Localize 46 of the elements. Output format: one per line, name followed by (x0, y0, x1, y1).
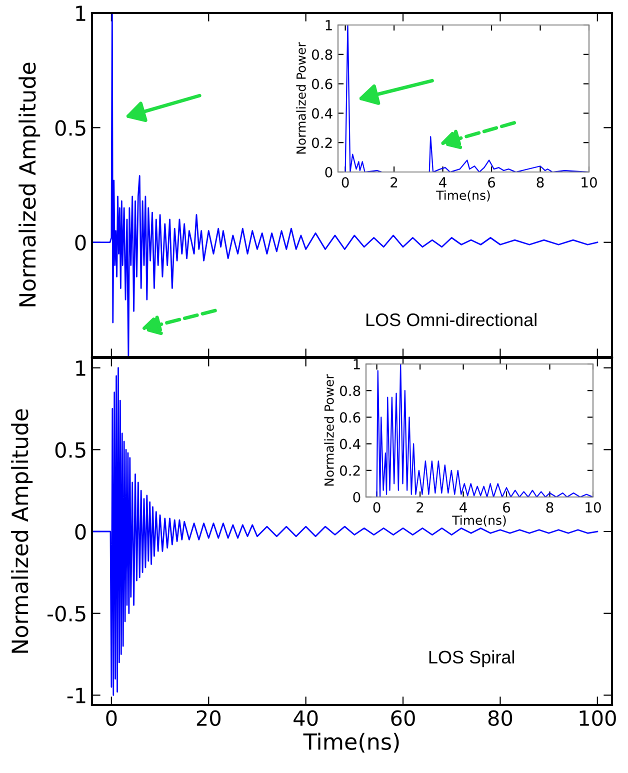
y-tick-label: 0.6 (312, 78, 332, 90)
y-axis-title: Normalized Amplitude (11, 409, 33, 653)
y-tick-label: 0.8 (312, 49, 332, 60)
y-tick-label: -0.5 (48, 606, 86, 622)
x-tick-label: 8 (536, 177, 544, 188)
y-tick-label: 0.5 (55, 442, 86, 458)
y-tick-label: 0.5 (55, 120, 86, 136)
annotation: LOS Omni-directional (366, 312, 536, 326)
x-tick-label: 80 (488, 710, 512, 726)
x-tick-label: 0 (373, 502, 380, 513)
x-axis-title: Time(ns) (452, 515, 506, 526)
y-axis-title: Normalized Amplitude (18, 62, 40, 306)
y-tick-label: 1 (326, 20, 332, 30)
x-tick-label: 6 (503, 502, 510, 513)
x-tick-label: 10 (582, 177, 597, 188)
y-tick-label: 0 (75, 234, 86, 251)
y-tick-label: 1 (354, 359, 360, 370)
y-tick-label: 1 (76, 6, 86, 21)
x-tick-label: 2 (416, 502, 424, 512)
y-axis-title: Normalized Power (296, 42, 306, 154)
y-axis-title: Normalized Power (324, 374, 334, 486)
y-tick-label: 0 (75, 524, 86, 540)
x-tick-label: 4 (439, 177, 446, 188)
x-tick-label: 0 (106, 710, 117, 726)
y-tick-label: -1 (67, 688, 86, 704)
y-tick-label: 0 (353, 492, 360, 502)
x-tick-label: 8 (546, 502, 554, 513)
y-tick-label: 0.2 (340, 465, 360, 476)
y-tick-label: 0.4 (340, 438, 360, 450)
x-axis-title: Time(ns) (436, 190, 490, 202)
x-tick-label: 60 (391, 710, 415, 726)
y-tick-label: 0.4 (312, 108, 332, 119)
y-tick-label: 0.8 (340, 386, 360, 396)
x-tick-label: 20 (196, 710, 221, 726)
y-tick-label: 0 (325, 166, 332, 178)
x-tick-label: 40 (294, 710, 318, 726)
y-tick-label: 0.2 (312, 138, 332, 148)
x-tick-label: 2 (390, 177, 398, 188)
x-tick-label: 6 (488, 177, 496, 188)
x-tick-label: 100 (580, 710, 616, 726)
x-tick-label: 4 (460, 502, 467, 512)
y-tick-label: 1 (76, 360, 86, 376)
annotation: LOS Spiral (429, 650, 514, 668)
x-tick-label: 10 (586, 502, 601, 513)
x-axis-title: Time(ns) (303, 732, 399, 753)
y-tick-label: 0.6 (340, 412, 360, 423)
